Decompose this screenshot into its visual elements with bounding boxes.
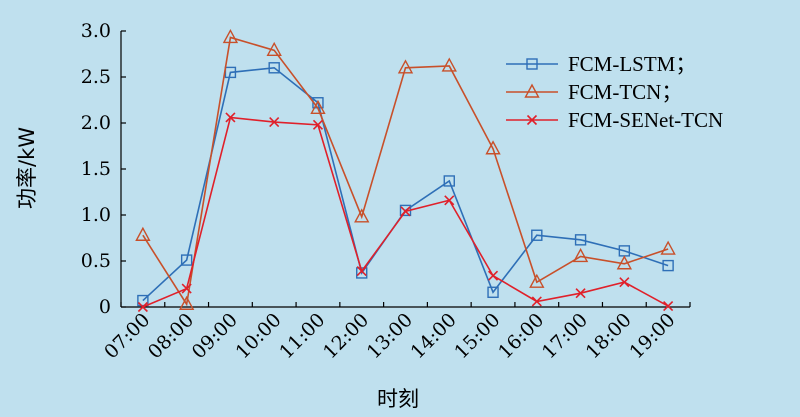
legend-label: FCM-TCN； [568, 80, 682, 104]
cross-stroke [225, 112, 236, 123]
triangle-marker [524, 83, 540, 98]
cross-stroke [181, 283, 192, 294]
cross-stroke [526, 114, 538, 126]
square-marker [180, 254, 193, 266]
triangle-marker [310, 99, 326, 114]
y-axis-title: 功率/kW [15, 127, 39, 209]
square-marker [443, 175, 455, 187]
y-tick-label: 0.5 [81, 250, 111, 272]
y-tick-label: 3.0 [81, 20, 111, 42]
square-marker [531, 229, 543, 241]
legend-item: FCM-TCN； [506, 80, 682, 104]
series-line [142, 36, 669, 307]
cross-stroke [444, 195, 455, 206]
cross-stroke [269, 117, 280, 128]
triangle-marker [485, 140, 501, 155]
legend-label: FCM-LSTM； [568, 52, 696, 76]
cross-marker [531, 296, 542, 307]
triangle-marker [354, 208, 370, 223]
y-tick-label: 1.0 [81, 204, 111, 226]
series-layer [135, 28, 676, 313]
triangle-marker [616, 255, 633, 270]
square-marker [268, 62, 280, 74]
triangle-marker [572, 247, 589, 263]
cross-marker [225, 112, 236, 123]
cross-stroke [400, 206, 411, 217]
triangle-marker [529, 273, 545, 288]
cross-stroke [663, 301, 674, 312]
cross-marker [269, 117, 280, 128]
legend-item: FCM-SENet-TCN [506, 108, 723, 132]
cross-marker [356, 266, 367, 277]
y-tick-label: 1.5 [81, 158, 111, 180]
legend-label: FCM-SENet-TCN [568, 108, 723, 132]
cross-stroke [312, 119, 324, 130]
cross-marker [575, 288, 586, 299]
triangle-marker [397, 59, 414, 74]
cross-stroke [487, 270, 499, 281]
cross-marker [181, 283, 192, 294]
triangle-marker [135, 226, 151, 241]
cross-marker [312, 119, 324, 130]
series-3 [137, 112, 674, 313]
square-marker [574, 234, 587, 246]
legend-item: FCM-LSTM； [506, 52, 696, 76]
square-marker [487, 286, 499, 298]
triangle-marker [178, 295, 195, 310]
cross-marker [487, 270, 499, 281]
y-tick-label: 0 [99, 296, 111, 318]
cross-marker [526, 114, 538, 126]
triangle-marker [222, 28, 239, 44]
cross-marker [137, 301, 148, 313]
triangle-marker [266, 41, 282, 57]
cross-stroke [137, 301, 148, 313]
triangle-marker [660, 240, 676, 255]
cross-marker [663, 301, 674, 312]
y-tick-label: 2.0 [81, 112, 111, 134]
square-marker [526, 58, 538, 70]
cross-marker [400, 206, 411, 217]
triangle-marker [441, 57, 457, 72]
cross-stroke [531, 296, 542, 307]
cross-stroke [575, 288, 586, 299]
y-tick-label: 2.5 [81, 66, 111, 88]
legend: FCM-LSTM； FCM-TCN； FCM-SENet-TCN [506, 52, 723, 132]
square-marker [356, 267, 368, 279]
cross-marker [444, 195, 455, 206]
square-marker [137, 294, 149, 307]
cross-stroke [619, 277, 630, 288]
cross-marker [619, 277, 630, 288]
square-marker [662, 259, 674, 272]
x-axis-title: 时刻 [377, 387, 419, 411]
cross-stroke [356, 266, 367, 277]
series-2 [135, 28, 676, 310]
